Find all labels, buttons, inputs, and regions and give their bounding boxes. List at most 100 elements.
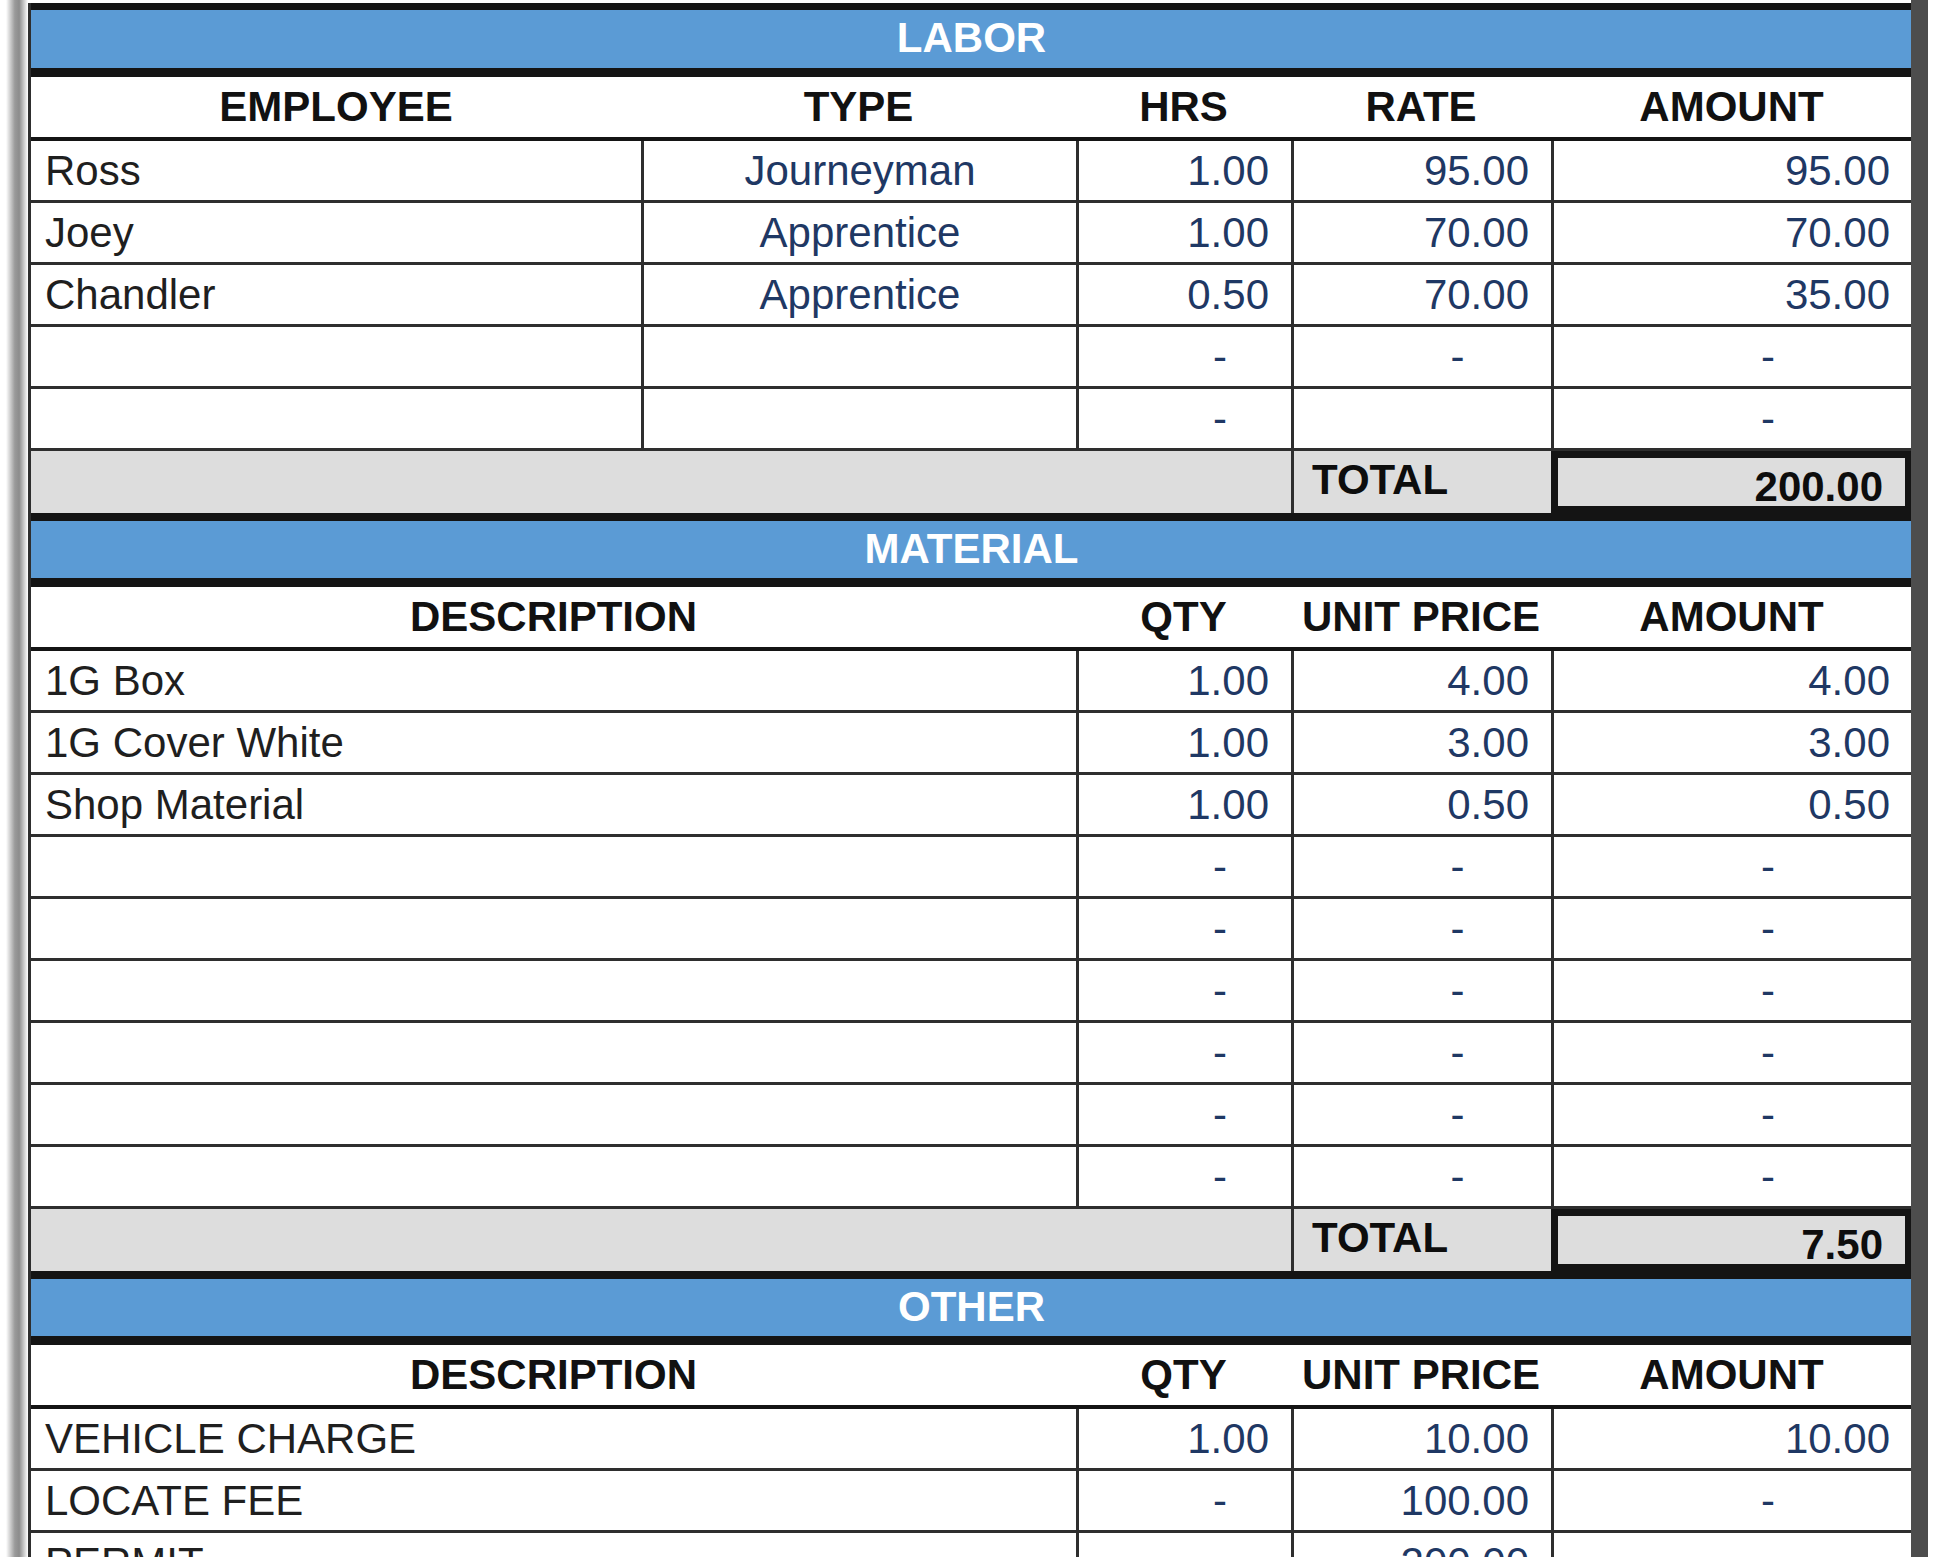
cell-unit-price: 200.00 — [1291, 1533, 1551, 1557]
cell-amount: - — [1551, 1471, 1912, 1530]
cell-amount: 0.50 — [1551, 775, 1912, 834]
labor-column-header-row: EMPLOYEE TYPE HRS RATE AMOUNT — [31, 77, 1912, 141]
cell-description: Shop Material — [31, 775, 1076, 834]
material-total-row: TOTAL 7.50 — [31, 1209, 1912, 1271]
cell-amount: - — [1551, 327, 1912, 386]
column-header-unit-price: UNIT PRICE — [1291, 1345, 1551, 1405]
material-row: - - - — [31, 1147, 1912, 1209]
cell-employee — [31, 389, 641, 448]
cell-unit-price: 3.00 — [1291, 713, 1551, 772]
column-header-description: DESCRIPTION — [31, 1345, 1076, 1405]
cell-amount: - — [1551, 1147, 1912, 1206]
cell-unit-price: - — [1291, 837, 1551, 896]
estimate-sheet: LABOR EMPLOYEE TYPE HRS RATE AMOUNT Ross… — [28, 3, 1912, 1557]
cell-employee: Chandler — [31, 265, 641, 324]
column-header-amount: AMOUNT — [1551, 77, 1912, 137]
labor-total-row: TOTAL 200.00 — [31, 451, 1912, 513]
cell-amount: - — [1551, 1023, 1912, 1082]
cell-amount: 95.00 — [1551, 141, 1912, 200]
cell-amount: 10.00 — [1551, 1409, 1912, 1468]
other-row: LOCATE FEE - 100.00 - — [31, 1471, 1912, 1533]
labor-row: Chandler Apprentice 0.50 70.00 35.00 — [31, 265, 1912, 327]
column-header-employee: EMPLOYEE — [31, 77, 641, 137]
material-row: - - - — [31, 1023, 1912, 1085]
cell-amount: - — [1551, 899, 1912, 958]
material-total-label: TOTAL — [1291, 1209, 1551, 1271]
labor-row: Ross Journeyman 1.00 95.00 95.00 — [31, 141, 1912, 203]
cell-description — [31, 961, 1076, 1020]
cell-rate: 70.00 — [1291, 203, 1551, 262]
labor-row: - - — [31, 389, 1912, 451]
column-header-rate: RATE — [1291, 77, 1551, 137]
cell-qty: - — [1076, 1147, 1291, 1206]
cell-description — [31, 1147, 1076, 1206]
cell-amount: 3.00 — [1551, 713, 1912, 772]
cell-unit-price: 100.00 — [1291, 1471, 1551, 1530]
column-header-hrs: HRS — [1076, 77, 1291, 137]
cell-amount: - — [1551, 837, 1912, 896]
cell-hrs: - — [1076, 389, 1291, 448]
other-column-header-row: DESCRIPTION QTY UNIT PRICE AMOUNT — [31, 1345, 1912, 1409]
cell-qty: 1.00 — [1076, 713, 1291, 772]
cell-unit-price: 4.00 — [1291, 651, 1551, 710]
cell-amount: - — [1551, 389, 1912, 448]
cell-qty: - — [1076, 1471, 1291, 1530]
cell-qty: - — [1076, 961, 1291, 1020]
cell-unit-price: 10.00 — [1291, 1409, 1551, 1468]
cell-type — [641, 327, 1076, 386]
material-total-value: 7.50 — [1551, 1209, 1912, 1271]
cell-qty: - — [1076, 1085, 1291, 1144]
page-right-border — [1911, 0, 1928, 1557]
column-header-qty: QTY — [1076, 587, 1291, 647]
cell-amount: - — [1551, 1533, 1912, 1557]
cell-description: 1G Box — [31, 651, 1076, 710]
cell-hrs: - — [1076, 327, 1291, 386]
cell-hrs: 1.00 — [1076, 203, 1291, 262]
cell-amount: - — [1551, 961, 1912, 1020]
cell-employee — [31, 327, 641, 386]
cell-amount: - — [1551, 1085, 1912, 1144]
cell-type: Apprentice — [641, 203, 1076, 262]
cell-employee: Joey — [31, 203, 641, 262]
cell-description — [31, 1023, 1076, 1082]
section-header-labor: LABOR — [31, 3, 1912, 77]
column-header-qty: QTY — [1076, 1345, 1291, 1405]
cell-rate: 95.00 — [1291, 141, 1551, 200]
cell-unit-price: - — [1291, 961, 1551, 1020]
labor-row: Joey Apprentice 1.00 70.00 70.00 — [31, 203, 1912, 265]
cell-unit-price: 0.50 — [1291, 775, 1551, 834]
cell-qty: 1.00 — [1076, 1409, 1291, 1468]
cell-description: VEHICLE CHARGE — [31, 1409, 1076, 1468]
labor-total-value: 200.00 — [1551, 451, 1912, 513]
cell-type: Apprentice — [641, 265, 1076, 324]
material-row: - - - — [31, 961, 1912, 1023]
material-row: - - - — [31, 837, 1912, 899]
cell-rate: 70.00 — [1291, 265, 1551, 324]
other-row: PERMIT - 200.00 - — [31, 1533, 1912, 1557]
cell-amount: 70.00 — [1551, 203, 1912, 262]
cell-type — [641, 389, 1076, 448]
cell-qty: 1.00 — [1076, 775, 1291, 834]
estimate-page: LABOR EMPLOYEE TYPE HRS RATE AMOUNT Ross… — [0, 0, 1946, 1557]
cell-rate: - — [1291, 327, 1551, 386]
cell-hrs: 1.00 — [1076, 141, 1291, 200]
cell-qty: - — [1076, 1533, 1291, 1557]
other-row: VEHICLE CHARGE 1.00 10.00 10.00 — [31, 1409, 1912, 1471]
column-header-description: DESCRIPTION — [31, 587, 1076, 647]
cell-unit-price: - — [1291, 1023, 1551, 1082]
cell-unit-price: - — [1291, 899, 1551, 958]
labor-total-label: TOTAL — [1291, 451, 1551, 513]
cell-unit-price: - — [1291, 1085, 1551, 1144]
cell-qty: 1.00 — [1076, 651, 1291, 710]
cell-rate — [1291, 389, 1551, 448]
cell-qty: - — [1076, 837, 1291, 896]
material-row: 1G Cover White 1.00 3.00 3.00 — [31, 713, 1912, 775]
total-row-spacer — [31, 451, 1291, 513]
cell-description: 1G Cover White — [31, 713, 1076, 772]
cell-amount: 35.00 — [1551, 265, 1912, 324]
labor-row: - - - — [31, 327, 1912, 389]
cell-description — [31, 899, 1076, 958]
section-header-other: OTHER — [31, 1271, 1912, 1345]
page-left-shadow — [6, 0, 28, 1557]
material-row: 1G Box 1.00 4.00 4.00 — [31, 651, 1912, 713]
